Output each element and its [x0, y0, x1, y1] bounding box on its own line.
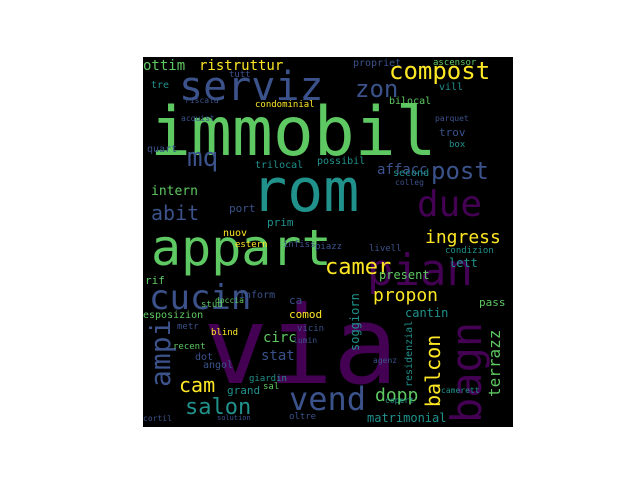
word-vill: vill: [439, 82, 464, 93]
word-sal: sal: [263, 382, 280, 392]
word-acquist: acquist: [181, 114, 215, 123]
word-cucin: cucin: [149, 278, 252, 318]
word-abit: abit: [151, 201, 200, 225]
word-ingress: ingress: [425, 227, 501, 248]
word-immobil: immobil: [150, 93, 437, 172]
word-dopp: dopp: [375, 385, 419, 406]
word-serviz: serviz: [179, 64, 324, 110]
word-box: box: [449, 140, 466, 150]
word-comod: comod: [289, 308, 323, 321]
word-terrazz: terrazz: [485, 329, 504, 397]
word-solution: solution: [217, 414, 251, 422]
word-post: post: [431, 157, 489, 185]
word-tutt: tutt: [229, 70, 251, 80]
word-propon: propon: [373, 285, 439, 306]
word-quart: quart: [147, 144, 178, 155]
word-zon: zon: [355, 75, 399, 103]
word-bagn: bagn: [442, 321, 491, 423]
word-nuov: nuov: [223, 228, 248, 239]
word-angol: angol: [203, 360, 234, 371]
word-condominial: condominial: [255, 100, 315, 110]
word-mq: mq: [187, 143, 219, 173]
word-ca: ca: [289, 294, 303, 307]
word-port: port: [229, 202, 256, 215]
word-giardin: giardin: [249, 374, 287, 384]
word-agenz: agenz: [373, 356, 398, 365]
word-cortil: cortil: [143, 414, 172, 423]
word-bilocal: bilocal: [389, 96, 432, 107]
word-cantin: cantin: [405, 306, 449, 320]
word-appart: appart: [151, 219, 332, 277]
word-ristruttur: ristruttur: [199, 58, 284, 74]
word-possibil: possibil: [317, 156, 366, 167]
word-piazz: piazz: [315, 242, 343, 252]
word-infiss: infiss: [283, 240, 316, 250]
word-camerett: camerett: [441, 386, 480, 395]
word-cloud: immobil rom via appart pian bagn serviz …: [143, 57, 513, 427]
word-colleg: colleg: [395, 178, 424, 187]
word-inform: inform: [239, 290, 276, 301]
word-vicin: vicin: [297, 324, 325, 334]
word-camer: camer: [325, 255, 392, 280]
word-prim: prim: [267, 216, 294, 229]
word-grand: grand: [227, 384, 261, 397]
word-intern: intern: [151, 184, 198, 199]
word-stud: stud: [201, 300, 223, 310]
word-pass: pass: [479, 296, 506, 309]
word-soggiorn: soggiorn: [348, 293, 362, 351]
word-residenzial: residenzial: [404, 320, 415, 387]
word-doccia: doccia: [215, 296, 244, 305]
word-condizion: condizion: [445, 246, 494, 256]
word-metr: metr: [177, 322, 199, 332]
word-tre: tre: [151, 80, 170, 91]
word-salon: salon: [185, 395, 252, 420]
word-second: second: [393, 168, 430, 179]
word-rif: rif: [145, 274, 165, 287]
word-cam: cam: [179, 373, 216, 397]
word-compost: compost: [389, 57, 491, 85]
word-via: via: [203, 284, 399, 409]
word-ascensor: ascensor: [433, 58, 477, 68]
word-estern: estern: [235, 240, 268, 250]
word-oltre: oltre: [289, 412, 317, 422]
word-ampi: ampi: [144, 319, 177, 387]
word-livell: livell: [369, 244, 402, 254]
word-propriet: propriet: [353, 58, 402, 69]
word-copert: copert: [385, 396, 414, 405]
word-esposizion: esposizion: [143, 310, 204, 321]
word-matrimonial: matrimonial: [367, 411, 447, 425]
word-riscald: riscald: [185, 96, 219, 105]
word-dot: dot: [195, 352, 214, 363]
word-vend: vend: [289, 380, 367, 418]
word-blind: blind: [211, 328, 239, 338]
word-pian: pian: [367, 245, 473, 296]
word-affacc: affacc: [377, 162, 428, 178]
word-lett: lett: [449, 256, 478, 270]
word-balcon: balcon: [421, 334, 445, 407]
word-rom: rom: [251, 156, 360, 226]
word-trov: trov: [439, 126, 466, 139]
word-stat: stat: [261, 348, 295, 364]
word-trilocal: trilocal: [255, 160, 304, 171]
word-present: present: [379, 268, 430, 282]
word-recent: recent: [173, 342, 206, 352]
word-parquet: parquet: [435, 114, 469, 123]
word-circ: circ: [263, 330, 297, 346]
word-due: due: [417, 184, 483, 225]
word-ottim: ottim: [143, 58, 186, 74]
word-lumin: lumin: [293, 336, 318, 345]
